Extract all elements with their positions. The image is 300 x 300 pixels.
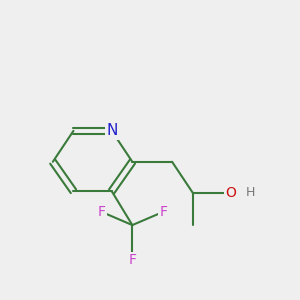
Text: F: F <box>159 205 167 219</box>
Text: F: F <box>128 254 136 267</box>
Text: H: H <box>245 186 255 199</box>
Text: F: F <box>98 205 105 219</box>
Text: N: N <box>106 123 117 138</box>
Text: O: O <box>226 186 236 200</box>
